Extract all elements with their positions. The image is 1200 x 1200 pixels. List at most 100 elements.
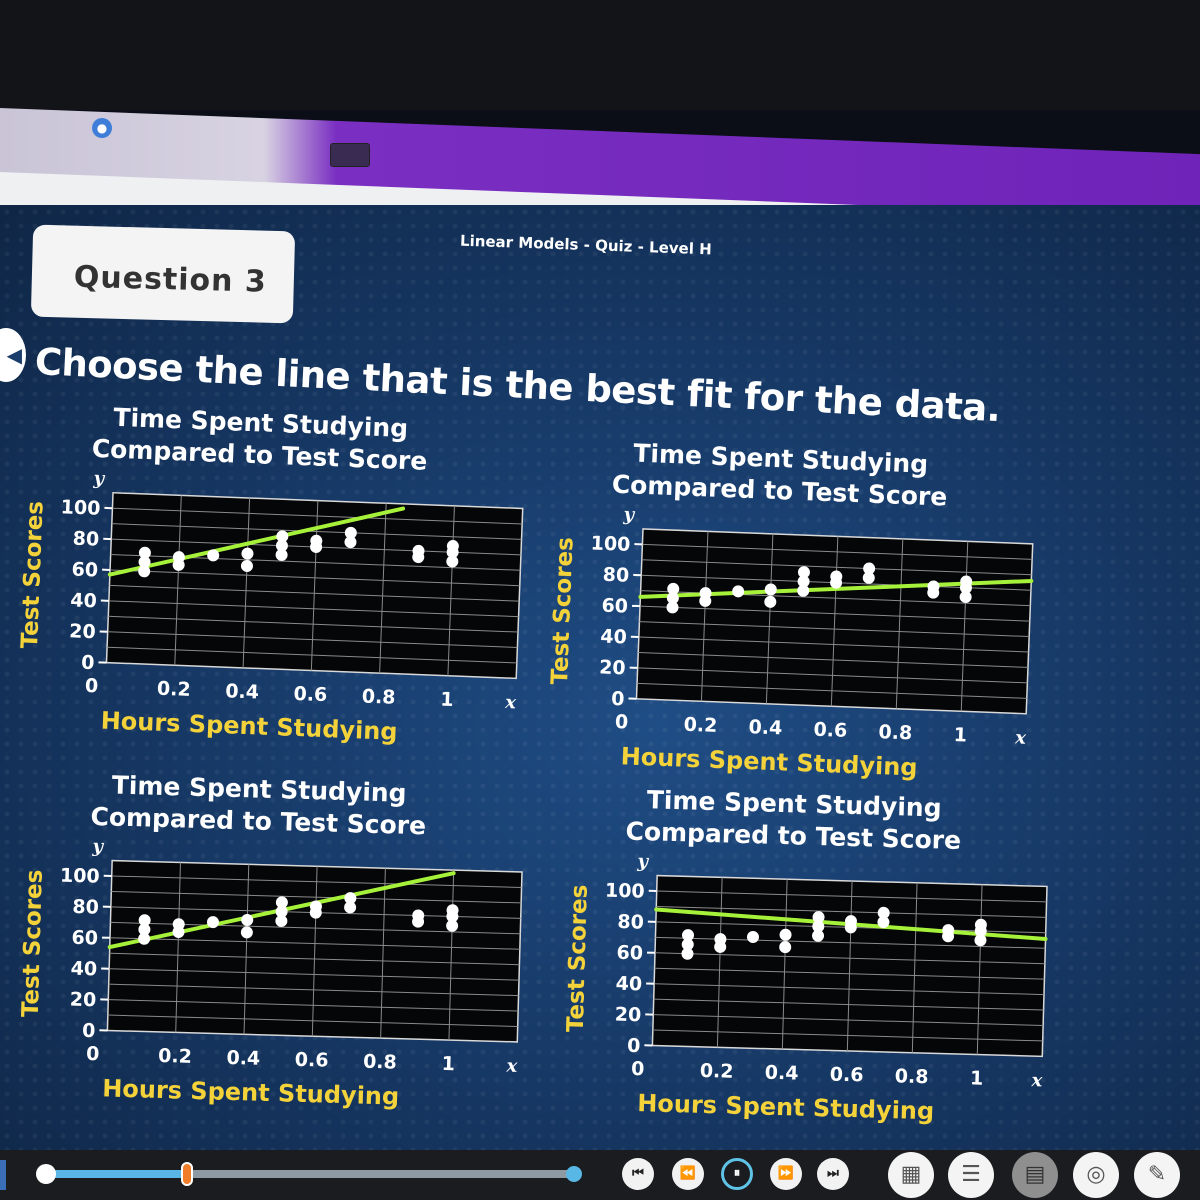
y-axis-title: Test Scores xyxy=(547,537,579,685)
x-tick-label: 0.2 xyxy=(158,1045,192,1068)
data-point xyxy=(446,919,459,932)
x-tick-label: 0 xyxy=(615,711,629,733)
grid-line-horizontal xyxy=(654,967,1045,980)
x-tick-label: 0 xyxy=(86,1043,100,1065)
data-point xyxy=(682,929,695,942)
grid-line-horizontal xyxy=(653,1014,1044,1026)
progress-handle[interactable] xyxy=(181,1162,194,1186)
y-axis-variable: y xyxy=(636,851,650,872)
y-tick-label: 60 xyxy=(71,927,98,950)
answer-option-chart-3[interactable]: Time Spent Studying Compared to Test Scor… xyxy=(0,763,545,1128)
data-point xyxy=(927,580,940,593)
x-tick-label: 1 xyxy=(953,724,967,746)
answer-option-chart-4[interactable]: Time Spent Studying Compared to Test Scor… xyxy=(540,778,1069,1132)
grid-line-horizontal xyxy=(654,983,1044,996)
data-point xyxy=(275,896,288,909)
data-point xyxy=(862,571,875,584)
y-tick-label: 80 xyxy=(72,896,99,919)
question-label: Question 3 xyxy=(73,259,268,300)
data-point xyxy=(172,551,185,564)
grid-line-vertical xyxy=(311,866,318,1037)
data-point xyxy=(812,920,825,933)
progress-bar[interactable] xyxy=(36,1162,582,1186)
y-tick-label: 100 xyxy=(60,865,100,888)
pause-icon[interactable]: ⏸ xyxy=(721,1158,753,1190)
y-tick-label: 40 xyxy=(615,973,642,996)
data-point xyxy=(138,923,151,936)
grid-line-horizontal xyxy=(109,937,520,950)
data-point xyxy=(877,916,890,929)
data-point xyxy=(764,595,777,608)
grid-line-horizontal xyxy=(107,631,518,648)
data-point xyxy=(275,539,288,552)
x-tick-label: 0.2 xyxy=(700,1060,734,1083)
calculator-icon[interactable]: ▦ xyxy=(888,1152,934,1198)
grid-line-horizontal xyxy=(637,667,1028,684)
notepad-icon[interactable]: ☰ xyxy=(948,1152,994,1198)
y-tick-label: 20 xyxy=(69,620,96,643)
fast-forward-icon[interactable]: ⏩ xyxy=(770,1158,802,1190)
data-point xyxy=(344,536,357,549)
data-point xyxy=(812,929,825,942)
data-point xyxy=(732,585,745,598)
x-axis-title: Hours Spent Studying xyxy=(637,1089,935,1125)
grid-line-horizontal xyxy=(638,636,1029,653)
x-tick-label: 1 xyxy=(441,1053,455,1075)
data-point xyxy=(666,592,679,605)
data-point xyxy=(446,540,459,553)
data-point xyxy=(844,915,857,928)
rewind-icon[interactable]: ⏪ xyxy=(672,1158,704,1190)
data-point xyxy=(172,918,185,931)
app-icon[interactable]: ● xyxy=(92,118,112,138)
data-point xyxy=(446,555,459,568)
data-point xyxy=(207,549,220,562)
progress-start-handle[interactable] xyxy=(36,1164,56,1184)
data-point xyxy=(764,583,777,596)
x-tick-label: 0.8 xyxy=(363,1051,397,1074)
answer-option-chart-2[interactable]: Time Spent Studying Compared to Test Scor… xyxy=(524,430,1056,782)
data-point xyxy=(974,934,987,947)
grid-line-vertical xyxy=(174,495,182,666)
grid-line-vertical xyxy=(765,533,774,704)
y-tick-label: 40 xyxy=(70,958,97,981)
data-point xyxy=(681,938,694,951)
y-tick-label: 80 xyxy=(602,564,629,587)
y-axis-variable: y xyxy=(91,836,105,857)
grid-line-horizontal xyxy=(640,605,1030,622)
glossary-book-icon[interactable]: ▤ xyxy=(1012,1152,1058,1198)
data-point xyxy=(138,565,151,578)
data-point xyxy=(241,547,254,560)
toolbar-tab-button[interactable] xyxy=(330,143,370,167)
grid-line-horizontal xyxy=(112,507,523,525)
grid-line-vertical xyxy=(911,882,918,1053)
x-tick-label: 0 xyxy=(85,675,99,697)
data-point xyxy=(699,587,712,600)
y-axis-title: Test Scores xyxy=(18,869,48,1017)
grid-line-vertical xyxy=(846,880,853,1051)
target-icon[interactable]: ◎ xyxy=(1073,1152,1119,1198)
answer-option-chart-1[interactable]: Time Spent Studying Compared to Test Scor… xyxy=(0,394,546,764)
grid-line-vertical xyxy=(448,870,455,1041)
data-point xyxy=(275,914,288,927)
pencil-icon[interactable]: ✎ xyxy=(1134,1152,1180,1198)
skip-forward-icon[interactable]: ⏭ xyxy=(817,1158,849,1190)
grid-line-horizontal xyxy=(641,559,1032,576)
skip-back-icon[interactable]: ⏮ xyxy=(622,1158,654,1190)
x-tick-label: 0.8 xyxy=(361,685,395,708)
grid-line-horizontal xyxy=(107,1014,518,1027)
x-tick-label: 0.6 xyxy=(295,1049,329,1072)
grid-line-horizontal xyxy=(108,615,518,633)
x-tick-label: 0.6 xyxy=(293,683,327,706)
grid-line-vertical xyxy=(380,868,386,1039)
data-point xyxy=(310,534,323,547)
grid-line-vertical xyxy=(700,531,709,702)
x-tick-label: 0.4 xyxy=(748,716,782,739)
x-axis-variable: x xyxy=(1030,1070,1043,1091)
data-point xyxy=(275,905,288,918)
y-tick-label: 20 xyxy=(69,989,96,1012)
data-point xyxy=(206,916,219,929)
progress-fill xyxy=(44,1170,188,1178)
grid-line-horizontal xyxy=(637,682,1027,699)
data-point xyxy=(138,546,151,559)
